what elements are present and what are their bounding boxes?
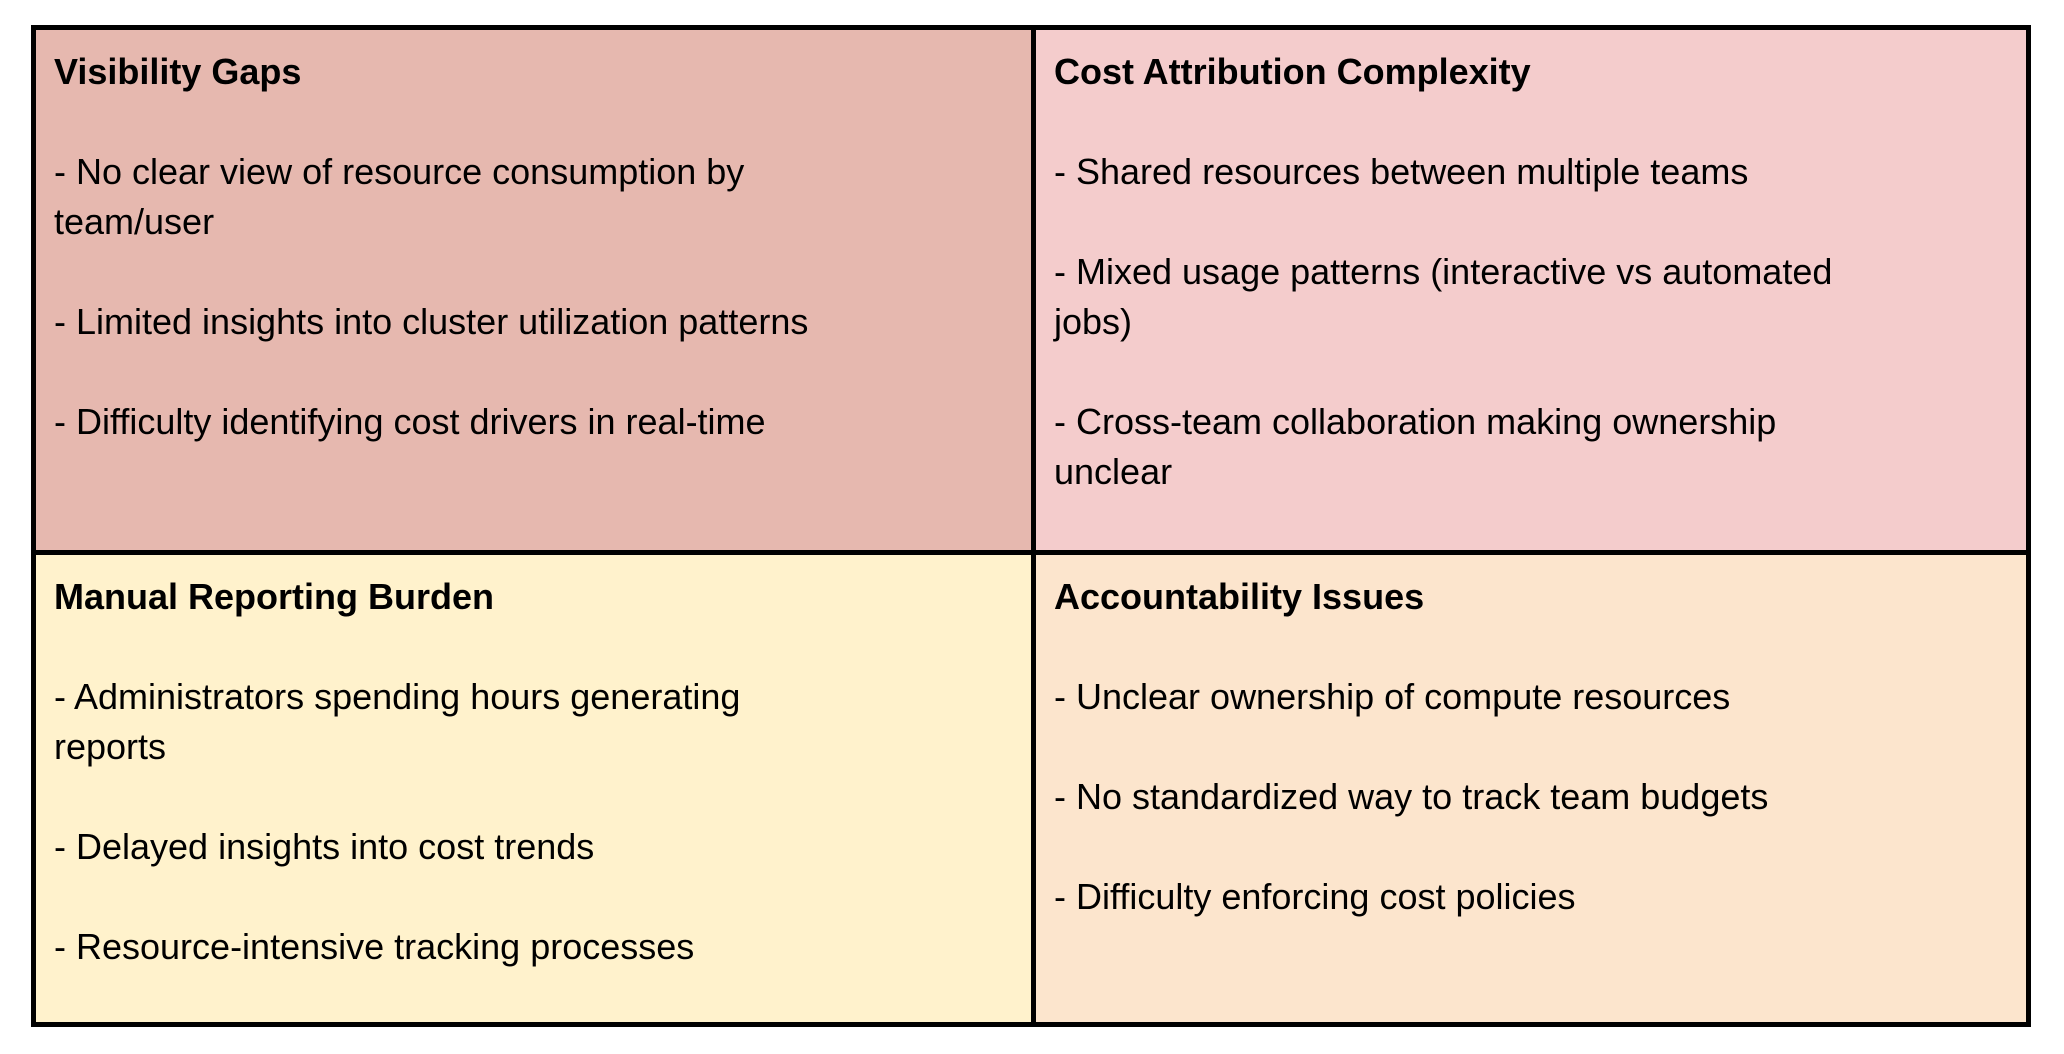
bullet-item: - No clear view of resource consumption … [54, 151, 745, 242]
bullet-item: - Difficulty enforcing cost policies [1054, 876, 1576, 917]
bullet-item: - Mixed usage patterns (interactive vs a… [1054, 251, 1833, 342]
bullet-item: - No standardized way to track team budg… [1054, 776, 1769, 817]
quadrant-title: Cost Attribution Complexity [1054, 51, 1531, 92]
quadrant-cost-attribution-complexity: Cost Attribution Complexity - Shared res… [1036, 30, 2026, 550]
quadrant-title: Visibility Gaps [54, 51, 302, 92]
bullet-item: - Unclear ownership of compute resources [1054, 676, 1731, 717]
quadrant-title: Manual Reporting Burden [54, 576, 494, 617]
quadrant-title: Accountability Issues [1054, 576, 1425, 617]
bullet-item: - Shared resources between multiple team… [1054, 151, 1749, 192]
bullet-item: - Cross-team collaboration making owners… [1054, 401, 1777, 492]
bullet-item: - Difficulty identifying cost drivers in… [54, 401, 766, 442]
quadrant-accountability-issues: Accountability Issues - Unclear ownershi… [1036, 555, 2026, 1022]
quadrant-manual-reporting-burden: Manual Reporting Burden - Administrators… [36, 555, 1031, 1022]
bullet-item: - Limited insights into cluster utilizat… [54, 301, 809, 342]
bullet-item: - Administrators spending hours generati… [54, 676, 741, 767]
challenges-table: Visibility Gaps - No clear view of resou… [31, 25, 2031, 1027]
bullet-item: - Delayed insights into cost trends [54, 826, 595, 867]
quadrant-visibility-gaps: Visibility Gaps - No clear view of resou… [36, 30, 1031, 550]
bullet-item: - Resource-intensive tracking processes [54, 926, 695, 967]
